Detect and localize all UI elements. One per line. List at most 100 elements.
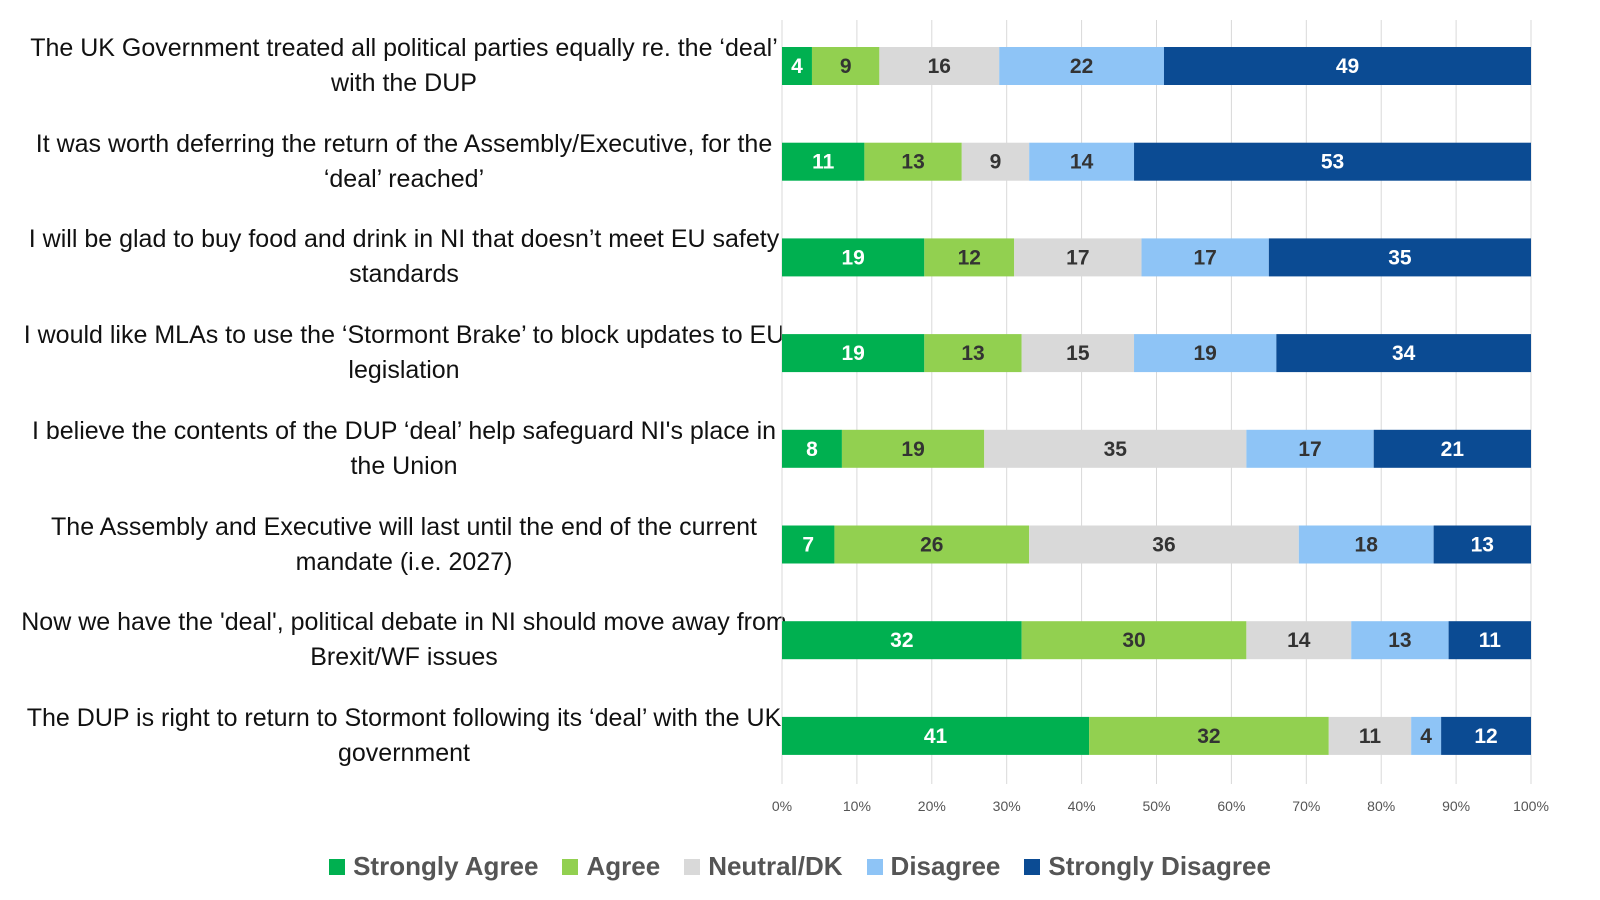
bar-segment (782, 716, 1090, 755)
data-label: 11 (1359, 725, 1382, 748)
legend-item: Strongly Agree (329, 851, 538, 882)
bar-segment (1021, 334, 1135, 373)
data-label: 13 (961, 342, 984, 365)
legend-swatch (684, 858, 701, 875)
x-tick-label: 40% (1068, 798, 1096, 814)
data-label: 49 (1336, 55, 1359, 78)
data-label: 13 (1388, 629, 1411, 652)
x-tick-label: 10% (843, 798, 871, 814)
data-label: 19 (1194, 342, 1217, 365)
bar-segment (1373, 429, 1531, 468)
data-label: 36 (1152, 534, 1175, 557)
bar-segment (1029, 525, 1299, 564)
data-label: 22 (1070, 55, 1093, 78)
bar-segment (782, 621, 1022, 660)
bar-segment (841, 429, 985, 468)
bar-segment (1298, 525, 1434, 564)
data-label: 32 (1197, 725, 1220, 748)
legend-swatch (562, 858, 579, 875)
data-label: 4 (791, 55, 803, 78)
bar-segment (1448, 621, 1531, 660)
x-tick-label: 20% (918, 798, 946, 814)
data-label: 53 (1321, 151, 1344, 174)
bar-segment (864, 142, 962, 181)
data-label: 26 (920, 534, 943, 557)
statement-label: The UK Government treated all political … (30, 34, 778, 97)
data-label: 35 (1104, 438, 1128, 461)
bar-segment (1029, 142, 1135, 181)
legend: Strongly Agree Agree Neutral/DK Disagree Str… (0, 851, 1600, 882)
bar-segment (924, 334, 1022, 373)
data-label: 15 (1066, 342, 1090, 365)
legend-swatch (329, 858, 346, 875)
bar-segment (1089, 716, 1329, 755)
bar-segment (811, 47, 880, 85)
x-tick-label: 60% (1217, 798, 1245, 814)
statement-label: Now we have the 'deal', political debate… (21, 608, 787, 672)
data-label: 41 (924, 725, 948, 748)
legend-label: Neutral/DK (708, 851, 843, 881)
x-tick-label: 100% (1513, 798, 1549, 814)
x-tick-label: 50% (1142, 798, 1170, 814)
bar-segment (782, 142, 865, 181)
legend-label: Disagree (890, 851, 1001, 881)
legend-label: Strongly Disagree (1048, 851, 1271, 881)
bar-segment (961, 142, 1030, 181)
data-label: 13 (1471, 534, 1494, 557)
bar-segment (1141, 238, 1269, 277)
bar-segment (782, 238, 925, 277)
statement-label: The DUP is right to return to Stormont f… (26, 703, 782, 767)
data-label: 12 (958, 246, 981, 269)
x-tick-label: 30% (993, 798, 1021, 814)
data-label: 14 (1070, 151, 1094, 174)
x-tick-label: 70% (1292, 798, 1320, 814)
x-tick-label: 0% (772, 798, 792, 814)
legend-item: Strongly Disagree (1024, 851, 1271, 882)
data-label: 19 (841, 246, 864, 269)
data-label: 11 (1479, 629, 1502, 652)
data-label: 18 (1355, 534, 1379, 557)
bar-segment (1441, 716, 1531, 755)
data-label: 21 (1441, 438, 1465, 461)
legend-swatch (1024, 858, 1041, 875)
bar-segment (879, 47, 1000, 85)
bar-segment (782, 429, 842, 468)
bar-segment (1021, 621, 1247, 660)
bar-segment (782, 47, 812, 85)
bar-segment (924, 238, 1015, 277)
data-label: 9 (840, 55, 852, 78)
bar-segment (1134, 334, 1277, 373)
x-tick-label: 80% (1367, 798, 1395, 814)
data-label: 9 (990, 151, 1002, 174)
data-label: 19 (841, 342, 864, 365)
statement-label: I will be glad to buy food and drink in … (28, 225, 780, 289)
data-label: 30 (1122, 629, 1145, 652)
legend-swatch (866, 858, 883, 875)
bar-segment (1268, 238, 1531, 277)
legend-item: Neutral/DK (684, 851, 843, 882)
statement-label: The Assembly and Executive will last unt… (51, 512, 757, 576)
data-label: 13 (901, 151, 924, 174)
bar-segment (1246, 621, 1352, 660)
data-label: 12 (1474, 725, 1497, 748)
data-label: 19 (901, 438, 924, 461)
bar-segment (1134, 142, 1531, 181)
bar-segment (984, 429, 1247, 468)
data-label: 7 (802, 534, 814, 557)
data-label: 17 (1298, 438, 1321, 461)
legend-item: Agree (562, 851, 660, 882)
legend-item: Disagree (866, 851, 1001, 882)
legend-label: Strongly Agree (353, 851, 539, 881)
data-label: 32 (890, 629, 913, 652)
data-label: 34 (1392, 342, 1416, 365)
bar-segment (1014, 238, 1142, 277)
bar-segment (782, 334, 925, 373)
data-label: 17 (1194, 246, 1217, 269)
data-label: 8 (806, 438, 818, 461)
bar-segment (1411, 716, 1442, 755)
data-label: 4 (1420, 725, 1432, 748)
statement-label: It was worth deferring the return of the… (35, 129, 773, 193)
bar-segment (834, 525, 1030, 564)
